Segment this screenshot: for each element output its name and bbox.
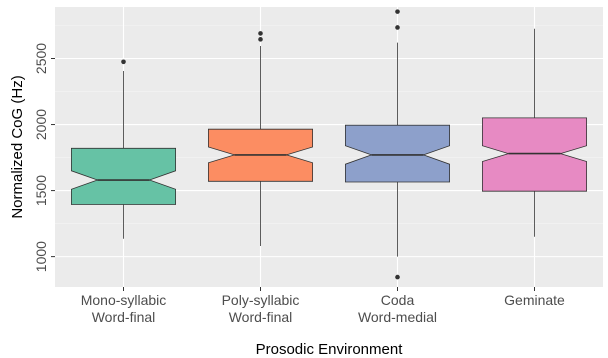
x-axis-title: Prosodic Environment (256, 341, 404, 358)
outlier-point (258, 37, 263, 42)
x-tick-label: Mono-syllabic (81, 292, 167, 308)
outlier-point (121, 59, 126, 65)
box-group (344, 9, 451, 280)
x-tick-label: Poly-syllabic (222, 292, 300, 308)
y-tick-label: 2000 (33, 109, 49, 140)
tick-labels: 1000150020002500Mono-syllabicWord-finalP… (33, 43, 565, 325)
box-group (71, 59, 177, 239)
y-tick-label: 1000 (33, 241, 49, 272)
y-tick-label: 1500 (33, 175, 49, 206)
x-tick-label: Word-medial (358, 309, 437, 325)
x-tick-label: Geminate (504, 292, 565, 308)
outlier-point (395, 274, 400, 280)
outlier-point (258, 31, 263, 36)
x-tick-label: Coda (381, 292, 415, 308)
x-tick-label: Word-final (92, 309, 156, 325)
notched-box (481, 117, 587, 192)
y-tick-label: 2500 (33, 43, 49, 74)
x-tick-label: Word-final (229, 309, 293, 325)
box-group (207, 31, 314, 247)
notched-box (71, 147, 177, 205)
boxes (71, 9, 587, 280)
outlier-point (395, 9, 400, 14)
box-group (481, 28, 587, 237)
notched-box (344, 124, 451, 183)
outlier-point (395, 25, 400, 30)
y-axis-title: Normalized CoG (Hz) (9, 75, 26, 218)
